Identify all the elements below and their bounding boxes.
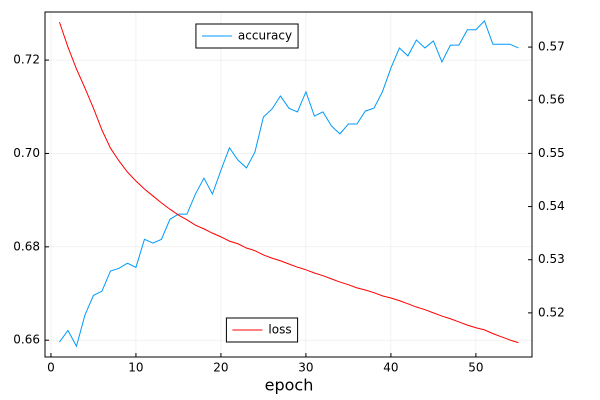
- line-series: [58, 21, 519, 344]
- legend-label: loss: [268, 323, 291, 337]
- y2-tick-label: 0.52: [538, 305, 565, 319]
- y2-tick-label: 0.53: [538, 252, 565, 266]
- x-axis-label: epoch: [265, 376, 314, 395]
- plot-frame: [44, 11, 533, 358]
- x-tick-label: 10: [128, 361, 143, 375]
- x-tick-label: 30: [298, 361, 313, 375]
- y-tick-label: 0.68: [13, 239, 40, 253]
- line-series: [59, 19, 519, 348]
- y2-tick-label: 0.56: [538, 93, 565, 107]
- legend-label: accuracy: [238, 29, 292, 43]
- y-tick-label: 0.72: [13, 53, 40, 67]
- y2-tick-label: 0.57: [538, 40, 565, 54]
- x-tick-label: 40: [383, 361, 398, 375]
- y2-tick-label: 0.55: [538, 146, 565, 160]
- y-tick-label: 0.66: [13, 333, 40, 347]
- x-tick-label: 20: [213, 361, 228, 375]
- y2-tick-label: 0.54: [538, 199, 565, 213]
- x-tick-label: 0: [47, 361, 55, 375]
- y-tick-label: 0.70: [13, 146, 40, 160]
- x-tick-label: 50: [468, 361, 483, 375]
